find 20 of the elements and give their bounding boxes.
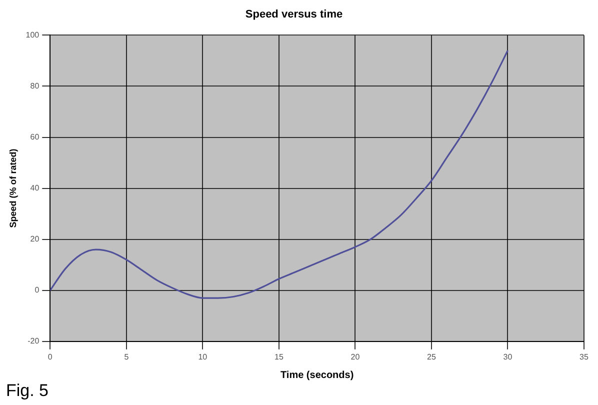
caption: Fig. 5 (6, 381, 49, 401)
y-tick-label: 100 (26, 30, 40, 40)
x-tick-label: 5 (124, 352, 130, 362)
x-tick-label: 10 (198, 352, 208, 362)
y-tick-label: 40 (30, 184, 40, 193)
y-tick-label: 60 (30, 132, 40, 142)
y-tick-label: -20 (28, 336, 40, 346)
x-tick-label: 30 (503, 352, 513, 362)
x-tick-label: 25 (427, 352, 436, 362)
x-tick-label: 20 (350, 352, 360, 362)
line-series (50, 50, 509, 299)
y-axis-title: Speed (% of rated) (8, 148, 18, 228)
x-axis-title: Time (seconds) (280, 370, 354, 381)
y-tick-label: 80 (30, 81, 40, 90)
x-tick-label: 35 (580, 352, 589, 362)
y-tick-label: 0 (34, 286, 40, 295)
y-tick-label: 20 (30, 234, 40, 244)
chart-title: Speed versus time (245, 8, 343, 21)
x-tick-label: 15 (274, 352, 284, 362)
x-tick-label: 0 (48, 352, 53, 362)
